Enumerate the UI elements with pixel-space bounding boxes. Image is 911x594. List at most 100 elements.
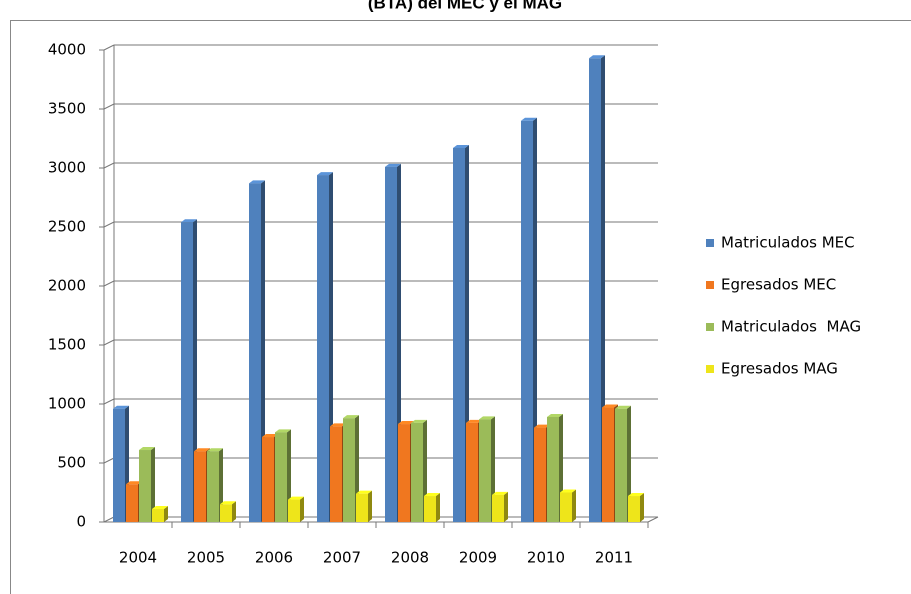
x-tick-label: 2006 [255,549,293,567]
bar-side [504,491,508,522]
bar-top [330,423,346,427]
bar [220,504,232,522]
grid-line-side [103,221,115,228]
bar-top [589,55,605,59]
bar-top [398,421,414,425]
bar-top [560,489,576,493]
bar [411,422,423,522]
bar-top [275,429,291,433]
bar-top [317,172,333,176]
y-tick-label: 500 [57,454,86,472]
grid-line-side [103,103,115,110]
legend-label: Egresados MAG [721,360,838,378]
bar-top [534,424,550,428]
bar [194,451,206,522]
bar [385,166,397,522]
bar [288,499,300,522]
grid-line-side [103,398,115,405]
y-tick-label: 1000 [48,395,86,413]
bar-top [249,180,265,184]
bar-side [164,506,168,522]
y-tick-label: 2500 [48,218,86,236]
bar-top [602,404,618,408]
bar-top [547,413,563,417]
bar-side [193,219,197,522]
bar-top [385,163,401,167]
bar-top [479,416,495,420]
bar-side [151,447,155,522]
bar [330,426,342,522]
bar [207,451,219,522]
bar [139,450,151,522]
bar-side [601,55,605,522]
x-tick-label: 2004 [119,549,157,567]
bar-top [615,405,631,409]
x-tick-label: 2011 [595,549,633,567]
bar-top [411,419,427,423]
bar-top [492,491,508,495]
chart-title: (BTA) del MEC y el MAG [368,0,562,12]
y-tick-label: 4000 [48,41,86,59]
legend-swatch [706,323,714,331]
bar-side [436,493,440,522]
grid-line-side [103,339,115,346]
legend-swatch [706,365,714,373]
bar [113,408,125,522]
bar-top [207,448,223,452]
bar [521,120,533,523]
grid-line-side [103,44,115,51]
bar-top [288,496,304,500]
legend-swatch [706,281,714,289]
legend-label: Matriculados MAG [721,318,861,336]
bar [126,484,138,522]
bar [262,437,274,522]
grid-line-side [103,516,115,523]
bar [356,493,368,522]
y-tick-label: 3500 [48,100,86,118]
bar [249,183,261,522]
bar-top [453,144,469,148]
bar [453,147,465,522]
bar [398,424,410,522]
x-tick-label: 2005 [187,549,225,567]
bar [602,407,614,522]
bar [479,419,491,522]
bar-side [300,496,304,522]
bar-top [220,501,236,505]
y-tick-label: 0 [76,513,86,531]
bar-top [521,117,537,121]
y-tick-label: 2000 [48,277,86,295]
bar [589,58,601,522]
bar [152,509,164,522]
x-tick-label: 2008 [391,549,429,567]
grid-line-side [103,162,115,169]
bar-side [232,501,236,522]
x-tick-label: 2010 [527,549,565,567]
grid-line-side [103,457,115,464]
bar [424,496,436,522]
bar-top [343,415,359,419]
y-tick-label: 1500 [48,336,86,354]
bar [615,408,627,522]
bar [317,175,329,522]
bar [492,494,504,522]
bar-top [139,447,155,451]
bar-side [572,489,576,522]
x-tick-label: 2009 [459,549,497,567]
bar [560,492,572,522]
bar [466,422,478,522]
bar [534,427,546,522]
bar-top [356,490,372,494]
grid-line-side [103,280,115,287]
bar [343,418,355,522]
bar [275,432,287,522]
bar-top [126,481,142,485]
bar-top [466,419,482,423]
bar [547,416,559,522]
legend-label: Matriculados MEC [721,234,855,252]
legend-swatch [706,239,714,247]
bar-top [424,493,440,497]
legend-label: Egresados MEC [721,276,836,294]
bar-top [262,434,278,438]
bar-top [628,493,644,497]
